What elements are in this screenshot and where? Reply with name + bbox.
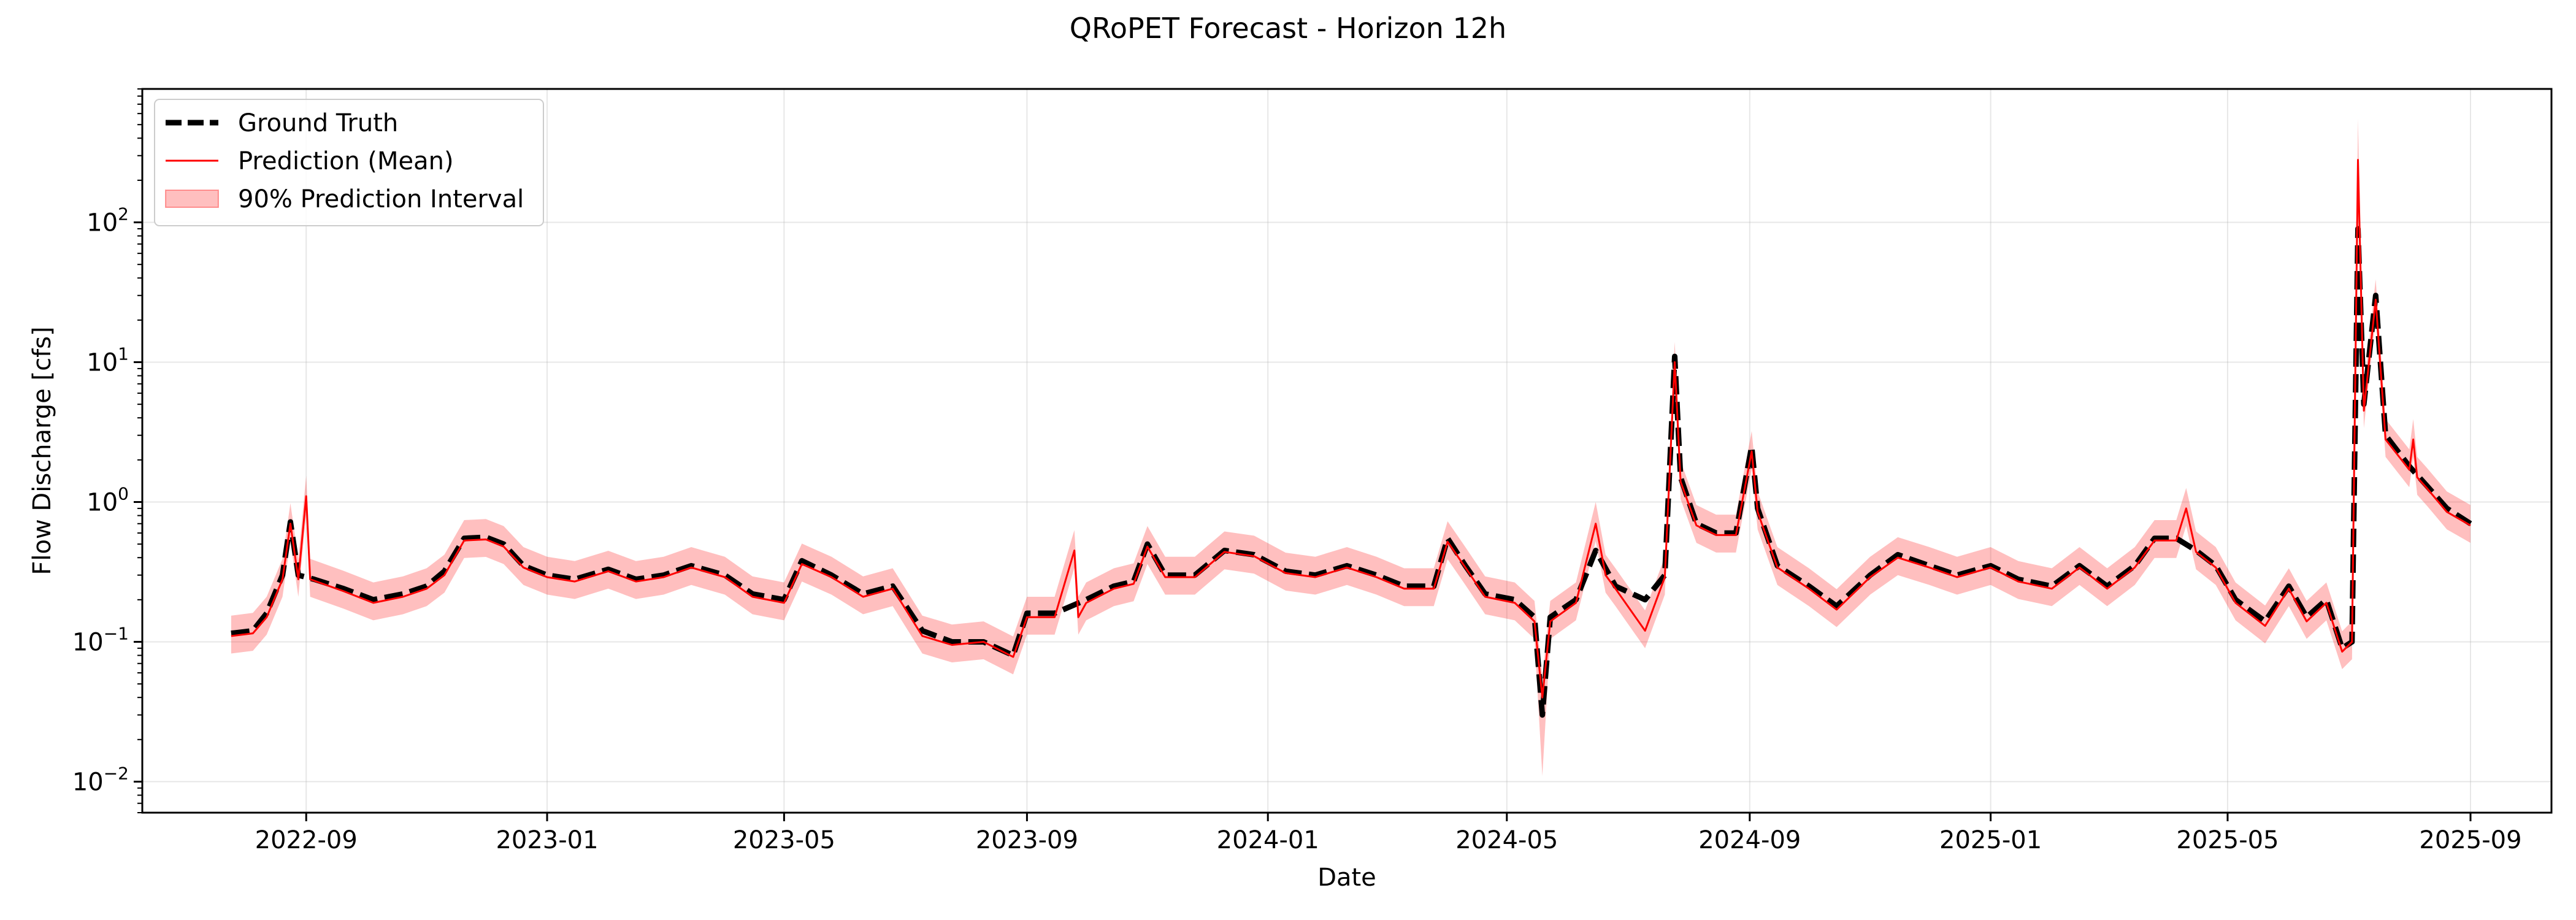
legend-prediction-mean: Prediction (Mean) [166, 147, 454, 175]
legend-box [154, 99, 544, 226]
x-tick-label: 2025-01 [1939, 826, 2042, 854]
legend-swatch-band [165, 190, 219, 208]
x-tick-label: 2025-05 [2176, 826, 2279, 854]
x-tick-label: 2023-01 [496, 826, 598, 854]
prediction-mean-line [231, 159, 2471, 699]
legend-label: Prediction (Mean) [238, 147, 454, 175]
series-lines [231, 159, 2472, 718]
x-tick-label: 2024-05 [1455, 826, 1558, 854]
x-tick-label: 2025-09 [2419, 826, 2521, 854]
x-axis: 2022-09 2023-01 2023-05 2023-09 2024-01 2024-… [255, 813, 2522, 854]
x-tick-label: 2022-09 [255, 826, 358, 854]
y-axis: 10−2 10−1 100 101 102 [72, 88, 142, 813]
legend-ground-truth: Ground Truth [166, 109, 398, 137]
grid [142, 89, 2551, 813]
y-tick-label: 10−2 [72, 763, 129, 796]
x-tick-label: 2024-09 [1698, 826, 1801, 854]
y-tick-label: 101 [86, 344, 129, 377]
x-axis-label: Date [1317, 864, 1376, 892]
y-tick-label: 10−1 [72, 623, 129, 656]
x-tick-label: 2024-01 [1217, 826, 1319, 854]
chart-title: QRoPET Forecast - Horizon 12h [1070, 12, 1506, 45]
x-tick-label: 2023-09 [976, 826, 1078, 854]
x-tick-label: 2023-05 [733, 826, 835, 854]
legend-label: Ground Truth [238, 109, 398, 137]
y-tick-label: 100 [86, 483, 129, 516]
plot-frame [141, 88, 2553, 814]
legend-label: 90% Prediction Interval [238, 185, 524, 213]
ground-truth-line [231, 226, 2472, 718]
y-axis-label: Flow Discharge [cfs] [28, 326, 56, 575]
legend-prediction-interval: 90% Prediction Interval [165, 185, 524, 213]
y-tick-label: 102 [86, 204, 129, 237]
legend: Ground Truth Prediction (Mean) 90% Predict… [154, 99, 544, 226]
